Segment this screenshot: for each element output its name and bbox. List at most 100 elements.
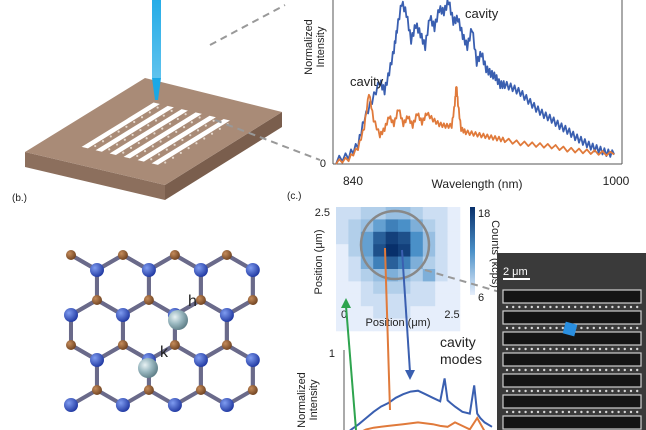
boron-atom <box>196 295 206 305</box>
sem-hole <box>611 327 613 329</box>
sem-hole <box>562 348 564 350</box>
map-y-axis-title: Position (μm) <box>313 229 325 294</box>
sem-hole <box>506 348 508 350</box>
site-label-h: h <box>188 293 197 310</box>
slot-hole <box>136 155 138 157</box>
sem-hole <box>549 411 551 413</box>
sem-hole <box>562 369 564 371</box>
sem-hole <box>531 306 533 308</box>
hbn-lattice <box>64 250 260 412</box>
sem-hole <box>580 348 582 350</box>
sem-hole <box>611 411 613 413</box>
nitrogen-atom <box>194 263 208 277</box>
sem-hole <box>537 411 539 413</box>
sem-hole <box>512 411 514 413</box>
y-tick-0: 0 <box>320 158 326 170</box>
annotation-cavity-left: cavity <box>350 74 384 89</box>
zoom-line-upper <box>210 5 285 45</box>
heatmap-cell <box>348 207 361 220</box>
sem-hole <box>636 327 638 329</box>
sem-hole <box>555 411 557 413</box>
sem-hole <box>580 411 582 413</box>
sem-slot <box>503 353 641 366</box>
boron-atom <box>222 250 232 260</box>
heatmap-cell <box>348 232 361 245</box>
sem-hole <box>605 327 607 329</box>
slot-hole <box>205 124 207 126</box>
slot-hole <box>163 115 165 117</box>
slot-hole <box>197 129 199 131</box>
sem-hole <box>549 369 551 371</box>
slot-hole <box>94 145 96 147</box>
sem-hole <box>555 390 557 392</box>
sem-hole <box>586 369 588 371</box>
sem-hole <box>617 390 619 392</box>
sem-hole <box>580 327 582 329</box>
sem-hole <box>518 327 520 329</box>
slot-hole <box>175 131 177 133</box>
chip-schematic <box>25 0 320 200</box>
sem-hole <box>599 411 601 413</box>
sem-hole <box>605 306 607 308</box>
sem-hole <box>518 411 520 413</box>
heatmap-cell <box>435 219 448 232</box>
heatmap-cell <box>423 207 436 220</box>
slot-hole <box>152 145 154 147</box>
sem-hole <box>636 369 638 371</box>
sem-hole <box>624 390 626 392</box>
heatmap-cell <box>448 294 461 307</box>
sem-hole <box>549 306 551 308</box>
slot-hole <box>181 139 183 141</box>
slot-hole <box>157 106 159 108</box>
sem-hole <box>605 369 607 371</box>
nitrogen-atom <box>142 263 156 277</box>
boron-atom <box>144 295 154 305</box>
slot-hole <box>132 134 134 136</box>
sem-hole <box>555 327 557 329</box>
pl-map: 18 6 Counts (kcps) 2.5 0 2.5 Position (μ… <box>313 207 510 331</box>
sem-hole <box>574 306 576 308</box>
sem-hole <box>518 348 520 350</box>
slot-hole <box>161 127 163 129</box>
sem-hole <box>580 369 582 371</box>
nitrogen-atom <box>116 308 130 322</box>
slot-hole <box>118 131 120 133</box>
panel-label-c: (c.) <box>287 191 301 202</box>
sem-hole <box>537 306 539 308</box>
heatmap-cell <box>348 269 361 282</box>
heatmap-cell <box>336 281 349 294</box>
sem-hole <box>543 306 545 308</box>
slot-hole <box>150 158 152 160</box>
sem-hole <box>630 327 632 329</box>
sem-hole <box>636 306 638 308</box>
boron-atom <box>248 385 258 395</box>
heatmap-cell <box>386 219 399 232</box>
slot-hole <box>141 116 143 118</box>
slot-hole <box>189 134 191 136</box>
sem-hole <box>531 390 533 392</box>
slot-hole <box>153 132 155 134</box>
heatmap-cell <box>386 257 399 270</box>
spectrum-chart: Normalized Intensity 0 840 1000 Waveleng… <box>303 0 630 191</box>
sem-hole <box>593 411 595 413</box>
heatmap-cell <box>348 281 361 294</box>
sem-hole <box>555 348 557 350</box>
x-tick-1000: 1000 <box>603 174 630 188</box>
heatmap-cell <box>348 294 361 307</box>
sem-hole <box>531 411 533 413</box>
heatmap-cell <box>410 244 423 257</box>
heatmap-cell <box>448 207 461 220</box>
heatmap-cell <box>448 232 461 245</box>
sem-hole <box>617 327 619 329</box>
boron-atom <box>222 340 232 350</box>
boron-atom <box>170 250 180 260</box>
sem-hole <box>605 411 607 413</box>
heatmap-cell <box>410 281 423 294</box>
heatmap-cell <box>336 269 349 282</box>
sem-hole <box>574 390 576 392</box>
boron-atom <box>170 340 180 350</box>
slot-hole <box>213 120 215 122</box>
heatmap-cell <box>435 294 448 307</box>
sem-hole <box>531 348 533 350</box>
sem-hole <box>617 411 619 413</box>
